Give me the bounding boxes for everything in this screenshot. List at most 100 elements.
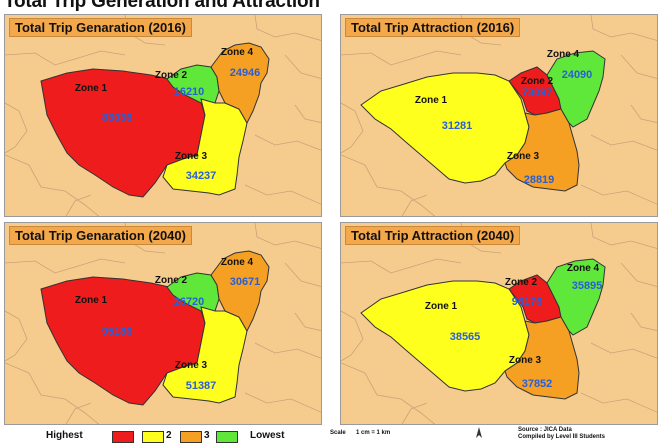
legend-rank3-label: 3 bbox=[204, 430, 210, 441]
zone-map: Zone 1 83036 Zone 2 16210 Zone 3 34237 Zone 4 2… bbox=[5, 15, 321, 216]
legend-swatch-highest bbox=[112, 431, 134, 443]
legend-highest-label: Highest bbox=[46, 430, 83, 441]
background-boundary-line bbox=[580, 392, 657, 413]
zone-2-label: Zone 2 bbox=[155, 275, 188, 286]
map-legend: Highest 2 3 Lowest Scale 1 cm = 1 km Sou… bbox=[0, 426, 660, 443]
background-boundary-line bbox=[620, 262, 657, 287]
scale-label: Scale bbox=[330, 430, 346, 436]
background-boundary-line bbox=[341, 102, 364, 154]
zone-4-area bbox=[546, 50, 606, 128]
background-boundary-line bbox=[341, 362, 436, 424]
zone-map: Zone 1 95186 Zone 2 26720 Zone 3 51387 Zone 4 3… bbox=[5, 223, 321, 424]
scale-value: 1 cm = 1 km bbox=[356, 430, 391, 436]
zone-1-label: Zone 1 bbox=[75, 83, 108, 94]
zone-4-area bbox=[210, 42, 270, 125]
background-boundary-line bbox=[284, 54, 321, 79]
background-boundary-line bbox=[341, 258, 462, 274]
map-panel: Zone 1 31281 Zone 2 73097 Zone 3 28819 Zone 4 2… bbox=[340, 14, 658, 217]
background-boundary-line bbox=[341, 310, 364, 362]
zone-4-area bbox=[546, 258, 606, 336]
background-boundary-line bbox=[630, 312, 657, 331]
zone-1-value: 38565 bbox=[450, 331, 481, 343]
background-boundary-line bbox=[5, 362, 100, 424]
zone-3-label: Zone 3 bbox=[509, 355, 542, 366]
compiled-by-text: Compiled by Level III Students bbox=[518, 434, 606, 440]
background-boundary-line bbox=[65, 194, 92, 216]
legend-swatch-lowest bbox=[216, 431, 238, 443]
legend-swatch-third bbox=[180, 431, 202, 443]
zone-4-label: Zone 4 bbox=[567, 263, 600, 274]
panel-title: Total Trip Attraction (2016) bbox=[345, 18, 521, 37]
zone-2-value: 73097 bbox=[522, 87, 553, 99]
background-boundary-line bbox=[254, 342, 321, 359]
background-boundary-line bbox=[254, 134, 321, 151]
source-text: Source : JICA Data bbox=[518, 427, 572, 433]
background-boundary-line bbox=[244, 184, 321, 205]
zone-4-value: 35895 bbox=[572, 280, 603, 292]
background-boundary-line bbox=[5, 258, 126, 274]
zone-2-value: 26720 bbox=[174, 296, 205, 308]
zone-4-value: 24090 bbox=[562, 69, 593, 81]
zone-1-label: Zone 1 bbox=[425, 301, 458, 312]
background-boundary-line bbox=[5, 50, 126, 66]
background-boundary-line bbox=[341, 50, 462, 66]
legend-rank2-label: 2 bbox=[166, 430, 172, 441]
background-boundary-line bbox=[620, 54, 657, 79]
zone-4-value: 30671 bbox=[230, 276, 261, 288]
zone-3-value: 51387 bbox=[186, 380, 217, 392]
background-boundary-line bbox=[294, 312, 321, 331]
background-boundary-line bbox=[294, 104, 321, 123]
panel-title: Total Trip Attraction (2040) bbox=[345, 226, 521, 245]
background-boundary-line bbox=[254, 15, 321, 41]
background-boundary-line bbox=[254, 223, 321, 249]
background-boundary-line bbox=[5, 310, 28, 362]
zone-3-value: 37852 bbox=[522, 378, 553, 390]
zone-2-value: 96176 bbox=[512, 296, 543, 308]
background-boundary-line bbox=[244, 392, 321, 413]
zone-1-label: Zone 1 bbox=[415, 95, 448, 106]
zone-3-label: Zone 3 bbox=[175, 151, 208, 162]
zone-2-label: Zone 2 bbox=[521, 76, 554, 87]
zone-2-label: Zone 2 bbox=[505, 277, 538, 288]
zone-1-area bbox=[360, 280, 530, 392]
zone-3-label: Zone 3 bbox=[175, 360, 208, 371]
background-boundary-line bbox=[341, 154, 436, 216]
background-boundary-line bbox=[5, 154, 100, 216]
map-panel: Zone 1 38565 Zone 2 96176 Zone 3 37852 Zone 4 3… bbox=[340, 222, 658, 425]
map-panel: Zone 1 95186 Zone 2 26720 Zone 3 51387 Zone 4 3… bbox=[4, 222, 322, 425]
zone-3-value: 28819 bbox=[524, 174, 555, 186]
zone-1-value: 95186 bbox=[102, 326, 133, 338]
zone-4-label: Zone 4 bbox=[547, 49, 580, 60]
zone-4-area bbox=[210, 250, 270, 333]
map-panel: Zone 1 83036 Zone 2 16210 Zone 3 34237 Zone 4 2… bbox=[4, 14, 322, 217]
panel-title: Total Trip Genaration (2040) bbox=[9, 226, 192, 245]
legend-swatch-second bbox=[142, 431, 164, 443]
panel-title: Total Trip Genaration (2016) bbox=[9, 18, 192, 37]
zone-1-value: 31281 bbox=[442, 120, 473, 132]
background-boundary-line bbox=[590, 15, 657, 41]
zone-map: Zone 1 38565 Zone 2 96176 Zone 3 37852 Zone 4 3… bbox=[341, 223, 657, 424]
zone-3-value: 34237 bbox=[186, 170, 217, 182]
zone-1-label: Zone 1 bbox=[75, 295, 108, 306]
legend-lowest-label: Lowest bbox=[250, 430, 285, 441]
background-boundary-line bbox=[5, 102, 28, 154]
zone-4-label: Zone 4 bbox=[221, 257, 254, 268]
background-boundary-line bbox=[630, 104, 657, 123]
zone-2-value: 16210 bbox=[174, 86, 205, 98]
background-boundary-line bbox=[401, 194, 428, 216]
zone-3-label: Zone 3 bbox=[507, 151, 540, 162]
zone-4-value: 24946 bbox=[230, 67, 261, 79]
zone-2-label: Zone 2 bbox=[155, 70, 188, 81]
north-arrow-icon bbox=[476, 427, 482, 438]
background-boundary-line bbox=[590, 134, 657, 151]
background-boundary-line bbox=[590, 223, 657, 249]
background-boundary-line bbox=[401, 402, 428, 424]
zone-4-label: Zone 4 bbox=[221, 47, 254, 58]
zone-1-value: 83036 bbox=[102, 112, 133, 124]
page-title: Total Trip Generation and Attraction bbox=[4, 0, 320, 12]
background-boundary-line bbox=[580, 184, 657, 205]
background-boundary-line bbox=[284, 262, 321, 287]
background-boundary-line bbox=[65, 402, 92, 424]
background-boundary-line bbox=[590, 342, 657, 359]
